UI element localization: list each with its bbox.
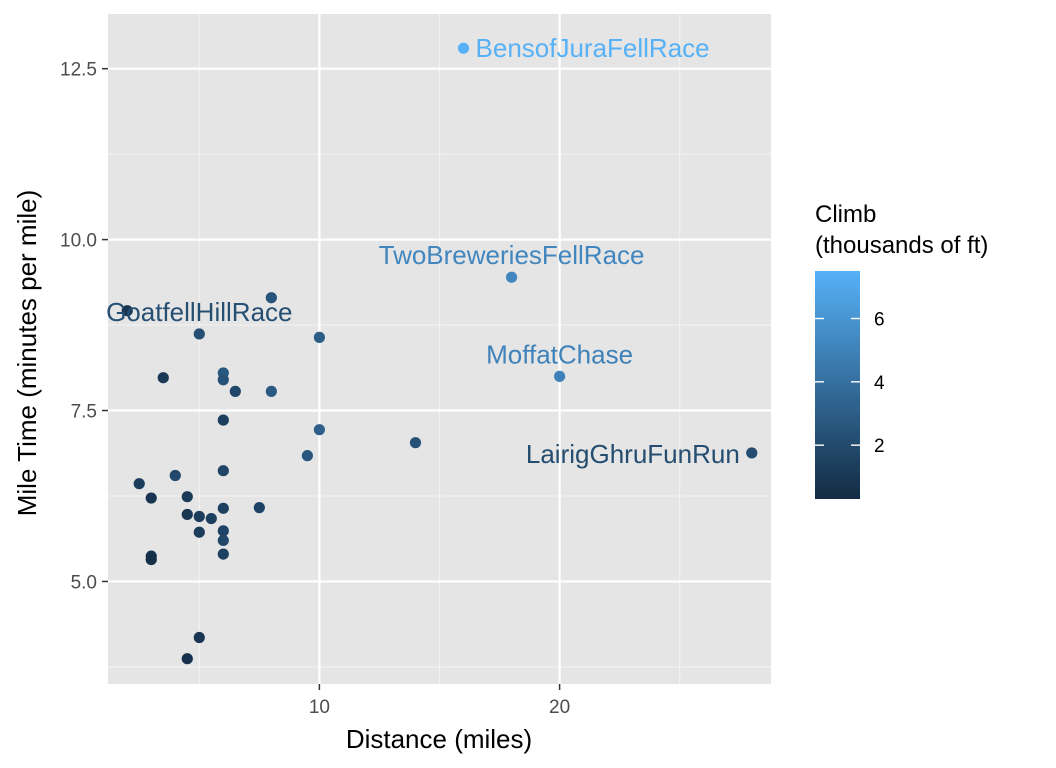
legend-title-line1: Climb xyxy=(815,201,876,228)
data-point xyxy=(265,385,277,397)
x-tick-label: 10 xyxy=(309,697,330,718)
color-legend: Climb (thousands of ft) 2 4 6 xyxy=(815,201,988,499)
data-point xyxy=(217,502,229,514)
point-label: MoffatChase xyxy=(486,339,633,369)
data-point xyxy=(265,292,277,304)
data-point xyxy=(313,424,325,436)
point-label: TwoBreweriesFellRace xyxy=(379,240,645,270)
data-point xyxy=(193,510,205,523)
legend-colorbar xyxy=(815,271,860,499)
legend-title-line2: (thousands of ft) xyxy=(815,232,988,259)
data-point xyxy=(217,465,229,477)
data-point xyxy=(217,374,229,386)
data-point xyxy=(253,502,265,514)
data-points xyxy=(121,42,758,665)
data-point xyxy=(217,525,229,537)
legend-tick-label: 4 xyxy=(874,373,885,394)
legend-tick-label: 6 xyxy=(874,310,885,331)
y-tick-label: 5.0 xyxy=(71,572,97,593)
data-point xyxy=(145,492,157,504)
axes: 10 20 5.0 7.5 10.0 12.5 xyxy=(60,60,570,718)
plot-panel xyxy=(108,14,771,684)
x-tick-label: 20 xyxy=(549,697,570,718)
data-point xyxy=(457,42,470,54)
x-axis-label: Distance (miles) xyxy=(346,724,532,754)
data-point xyxy=(193,631,205,644)
data-point xyxy=(746,447,758,459)
data-point xyxy=(217,414,229,426)
point-annotations: BensofJuraFellRace TwoBreweriesFellRace Mo… xyxy=(106,33,740,469)
data-point xyxy=(121,305,133,317)
data-point xyxy=(205,512,217,525)
point-label: LairigGhruFunRun xyxy=(526,439,740,469)
data-point xyxy=(217,548,229,560)
data-point xyxy=(181,491,193,503)
data-point xyxy=(181,653,193,665)
point-label: GoatfellHillRace xyxy=(106,297,292,327)
data-point xyxy=(217,534,229,547)
y-tick-label: 12.5 xyxy=(60,60,97,81)
y-tick-label: 10.0 xyxy=(60,231,97,252)
data-point xyxy=(169,469,181,482)
y-axis-label: Mile Time (minutes per mile) xyxy=(12,190,42,517)
data-point xyxy=(229,385,241,397)
y-tick-label: 7.5 xyxy=(71,402,97,423)
data-point xyxy=(157,372,169,384)
data-point xyxy=(193,526,205,538)
data-point xyxy=(409,437,422,449)
data-point xyxy=(145,553,157,566)
data-point xyxy=(133,478,145,490)
legend-tick-label: 2 xyxy=(874,436,885,457)
data-point xyxy=(181,508,193,521)
point-label: BensofJuraFellRace xyxy=(476,33,710,63)
data-point xyxy=(313,331,325,343)
data-point xyxy=(193,328,205,340)
data-point xyxy=(505,271,518,283)
data-point xyxy=(554,370,566,382)
data-point xyxy=(301,450,313,462)
